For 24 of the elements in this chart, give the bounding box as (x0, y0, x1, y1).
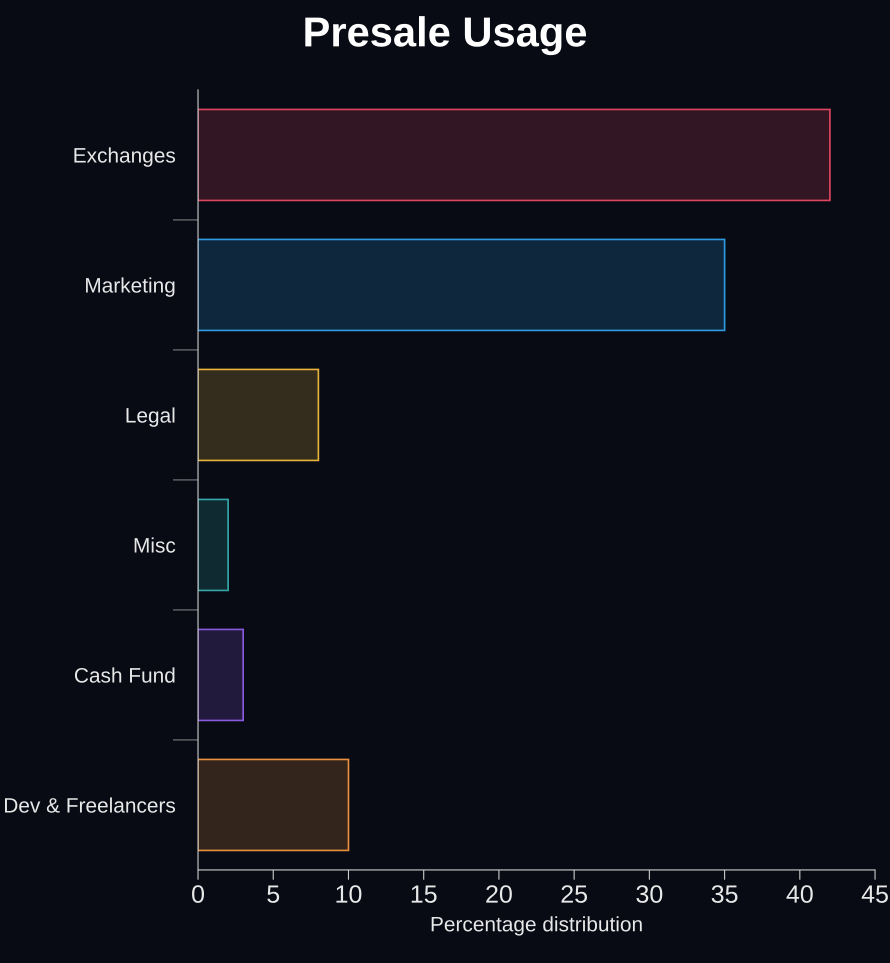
y-tick-label: Misc (134, 537, 176, 553)
x-tick-label: 25 (562, 885, 588, 903)
y-tick-label: Legal (126, 407, 174, 427)
bar (198, 498, 229, 592)
x-tick-label: 10 (336, 885, 362, 903)
bar (198, 628, 244, 722)
x-tick-label: 20 (486, 885, 512, 903)
y-tick-label: Marketing (86, 277, 174, 297)
y-tick-label: Dev & Freelancers (5, 797, 176, 813)
x-axis-title: Percentage distribution (432, 916, 642, 936)
x-tick-label: 5 (267, 885, 280, 903)
x-tick-label: 0 (192, 885, 204, 903)
bar (198, 758, 350, 852)
bar (198, 238, 726, 332)
x-tick-label: 30 (636, 885, 662, 903)
bar (198, 368, 320, 462)
x-tick-label: 40 (786, 885, 813, 903)
bar (198, 108, 831, 202)
chart-title: Presale Usage (305, 16, 586, 56)
x-tick-label: 15 (412, 885, 437, 903)
x-tick-label: 45 (862, 885, 888, 903)
y-tick-label: Cash Fund (74, 667, 174, 683)
y-tick-label: Exchanges (74, 147, 176, 167)
x-tick-label: 35 (712, 885, 738, 903)
